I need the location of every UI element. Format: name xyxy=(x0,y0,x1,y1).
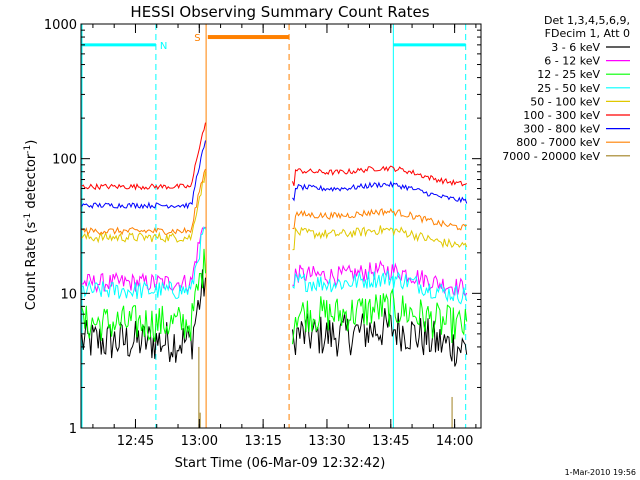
series-3-post xyxy=(292,288,468,345)
legend-label-2: 6 - 12 keV xyxy=(544,55,600,68)
series-2-post xyxy=(292,259,468,297)
series-8-post xyxy=(292,207,468,231)
night-bar-2 xyxy=(393,43,466,47)
legend-label-7: 300 - 800 keV xyxy=(523,123,600,136)
footer-timestamp: 1-Mar-2010 19:56 xyxy=(565,468,636,477)
legend-label-4: 25 - 50 keV xyxy=(537,82,600,95)
series-6-pre xyxy=(81,122,206,191)
series-3-pre xyxy=(81,248,206,342)
series-8 xyxy=(81,168,468,236)
series-3 xyxy=(81,248,468,345)
annotation-night: N xyxy=(160,41,167,52)
night-bar-1 xyxy=(81,43,156,47)
legend-label-8: 800 - 7000 keV xyxy=(516,136,600,149)
x-axis-title: Start Time (06-Mar-09 12:32:42) xyxy=(175,456,386,471)
plot-area: NS xyxy=(81,24,468,428)
series-2-pre xyxy=(81,226,206,294)
legend-header-line-2: FDecim 1, Att 0 xyxy=(545,27,630,40)
legend-label-3: 12 - 25 keV xyxy=(537,68,600,81)
legend-label-9: 7000 - 20000 keV xyxy=(502,150,600,163)
series-6-post xyxy=(292,165,467,187)
series-6 xyxy=(81,122,467,191)
y-axis-title: Count Rate (s-1 detector-1) xyxy=(23,140,39,311)
y-tick-label-3: 100 xyxy=(52,153,77,168)
series-1-post xyxy=(292,308,468,367)
axes: 1 10 100 1000 12:45 13:00 13:15 13:30 13:45 14:00 xyxy=(44,18,482,449)
series-1 xyxy=(81,269,468,367)
saa-bar xyxy=(207,35,290,40)
series-5-post xyxy=(292,225,468,251)
series-7-post xyxy=(292,180,468,204)
x-tick-label-1: 12:45 xyxy=(117,434,154,449)
series-9 xyxy=(198,346,453,428)
x-tick-label-2: 13:00 xyxy=(181,434,218,449)
y-tick-label-1: 1 xyxy=(69,422,77,437)
series-7 xyxy=(81,140,468,210)
series-5-pre xyxy=(81,171,206,244)
x-tick-label-6: 14:00 xyxy=(436,434,473,449)
legend-header-line-1: Det 1,3,4,5,6,9, xyxy=(544,14,630,27)
series-4-pre xyxy=(81,225,206,299)
annotation-saa: S xyxy=(194,33,200,44)
series-4 xyxy=(81,225,468,305)
y-tick-label-2: 10 xyxy=(60,287,77,302)
chart-title: HESSI Observing Summary Count Rates xyxy=(130,3,429,21)
series-4-post xyxy=(292,270,468,305)
x-tick-label-5: 13:45 xyxy=(372,434,409,449)
series-8-pre xyxy=(81,168,206,236)
y-tick-label-4: 1000 xyxy=(44,18,77,33)
series-1-pre xyxy=(81,269,206,363)
series-5 xyxy=(81,171,468,251)
legend-label-6: 100 - 300 keV xyxy=(523,109,600,122)
series-7-pre xyxy=(81,140,206,210)
plot-frame xyxy=(80,23,482,429)
series-2 xyxy=(81,226,468,297)
legend-label-1: 3 - 6 keV xyxy=(551,41,600,54)
legend: Det 1,3,4,5,6,9, FDecim 1, Att 0 3 - 6 k… xyxy=(502,14,630,163)
legend-label-5: 50 - 100 keV xyxy=(530,95,600,108)
x-tick-label-4: 13:30 xyxy=(308,434,345,449)
x-tick-label-3: 13:15 xyxy=(244,434,281,449)
